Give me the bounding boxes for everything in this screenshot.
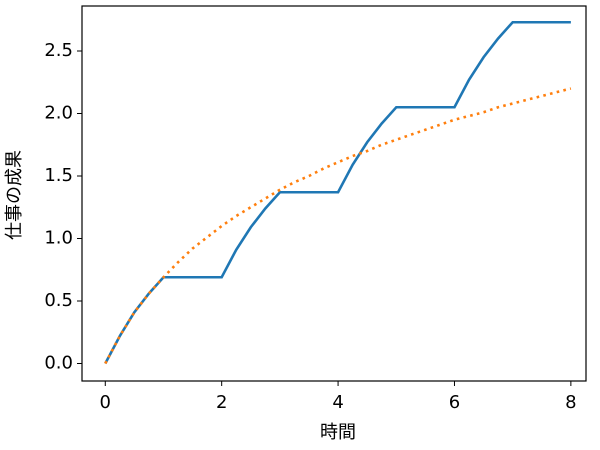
y-axis-label: 仕事の成果 — [4, 150, 25, 240]
x-tick-label: 6 — [449, 392, 460, 413]
y-tick-label: 2.0 — [44, 103, 73, 124]
data-line — [104, 20, 571, 365]
y-tick-label: 0.5 — [44, 290, 73, 311]
x-axis-label: 時間 — [320, 422, 356, 443]
y-tick-label: 2.5 — [44, 40, 73, 61]
y-tick-label: 1.0 — [44, 228, 73, 249]
x-tick-label: 2 — [216, 392, 227, 413]
y-tick-label: 1.5 — [44, 165, 73, 186]
x-tick-label: 0 — [100, 392, 111, 413]
x-tick-label: 8 — [565, 392, 576, 413]
y-tick-label: 0.0 — [44, 353, 73, 374]
plot-frame — [81, 5, 587, 382]
x-tick-label: 4 — [332, 392, 343, 413]
data-line — [104, 87, 572, 365]
